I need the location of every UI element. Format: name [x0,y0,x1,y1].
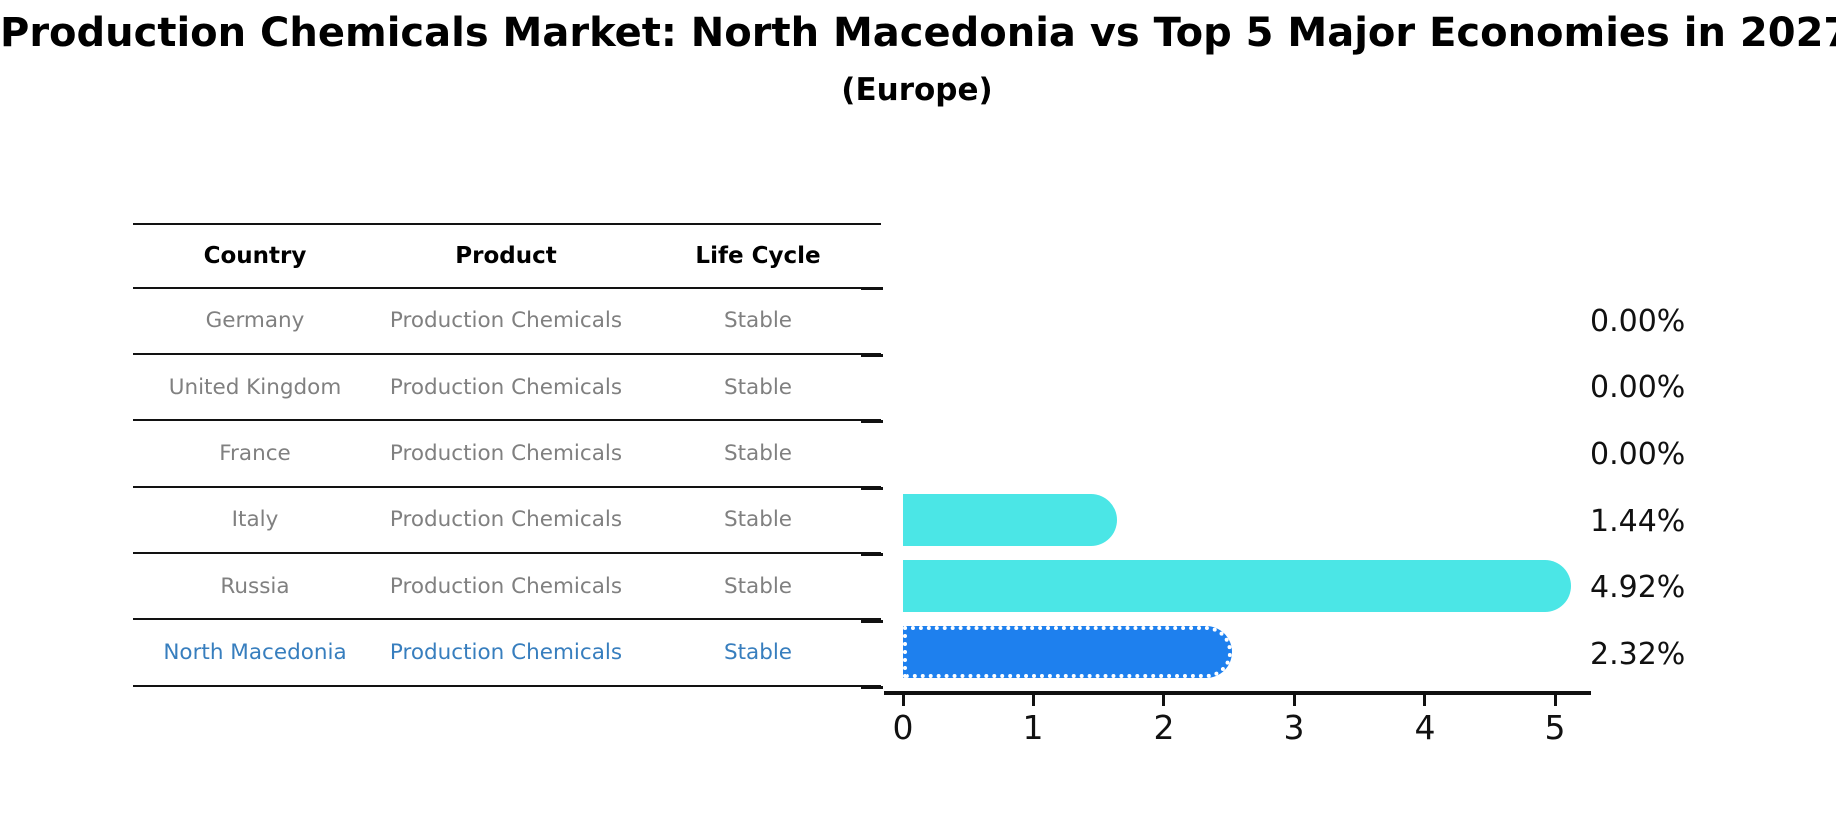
cell-product: Production Chemicals [389,573,623,599]
table-row-north-macedonia: North Macedonia Production Chemicals Sta… [133,620,881,687]
y-axis-tick [861,287,883,290]
col-header-product: Product [455,242,557,269]
cell-product: Production Chemicals [389,440,623,466]
bar-russia [903,560,1571,612]
value-label-united-kingdom: 0.00% [1590,370,1686,405]
x-axis-tick [1292,694,1296,706]
cell-life-cycle: Stable [723,440,793,466]
cell-life-cycle: Stable [723,308,793,334]
cell-life-cycle: Stable [723,573,793,599]
cell-life-cycle: Stable [723,374,793,400]
value-label-north-macedonia: 2.32% [1590,637,1686,672]
x-axis-tick [901,694,905,706]
cell-country: Germany [205,308,305,334]
y-axis-tick [861,619,883,623]
x-axis-tick-label: 4 [1414,708,1436,747]
chart-title: Production Chemicals Market: North Maced… [0,10,1836,56]
chart-subtitle: (Europe) [841,72,993,108]
x-axis-tick [1423,694,1427,706]
value-label-france: 0.00% [1590,437,1686,472]
cell-country: United Kingdom [168,374,342,400]
cell-country: North Macedonia [163,640,347,666]
bar-italy [903,494,1117,546]
cell-product: Production Chemicals [389,374,623,400]
cell-country: Italy [231,507,279,533]
col-header-country: Country [203,242,307,269]
cell-product: Production Chemicals [389,507,623,533]
x-axis-tick-label: 1 [1022,708,1044,747]
y-axis-tick [861,486,883,490]
cell-country: France [219,440,291,466]
value-label-italy: 1.44% [1590,504,1686,539]
x-axis-tick [1553,694,1557,706]
y-axis-tick [861,353,883,357]
table-row-united-kingdom: United Kingdom Production Chemicals Stab… [133,355,881,422]
table-row-russia: Russia Production Chemicals Stable [133,554,881,621]
x-axis-tick-label: 5 [1544,708,1566,747]
cell-product: Production Chemicals [389,308,623,334]
value-label-germany: 0.00% [1590,304,1686,339]
x-axis-line [884,691,1591,695]
value-label-russia: 4.92% [1590,570,1686,605]
summary-table: Country Product Life Cycle Germany Produ… [133,223,881,687]
x-axis-tick-label: 0 [892,708,914,747]
x-axis-tick [1031,694,1035,706]
y-axis-tick [861,553,883,556]
col-header-life-cycle: Life Cycle [695,242,821,269]
x-axis-tick [1162,694,1166,706]
bar-north-macedonia-highlighted [903,626,1232,678]
table-header-row: Country Product Life Cycle [133,223,881,289]
x-axis-tick-label: 3 [1283,708,1305,747]
cell-product: Production Chemicals [389,640,623,666]
y-axis-tick [861,420,883,423]
cell-life-cycle: Stable [723,507,793,533]
table-row-italy: Italy Production Chemicals Stable [133,488,881,555]
cell-life-cycle: Stable [723,640,793,666]
cell-country: Russia [220,573,290,599]
table-row-france: France Production Chemicals Stable [133,421,881,488]
y-axis-tick [861,686,883,689]
table-row-germany: Germany Production Chemicals Stable [133,289,881,355]
x-axis-tick-label: 2 [1153,708,1175,747]
